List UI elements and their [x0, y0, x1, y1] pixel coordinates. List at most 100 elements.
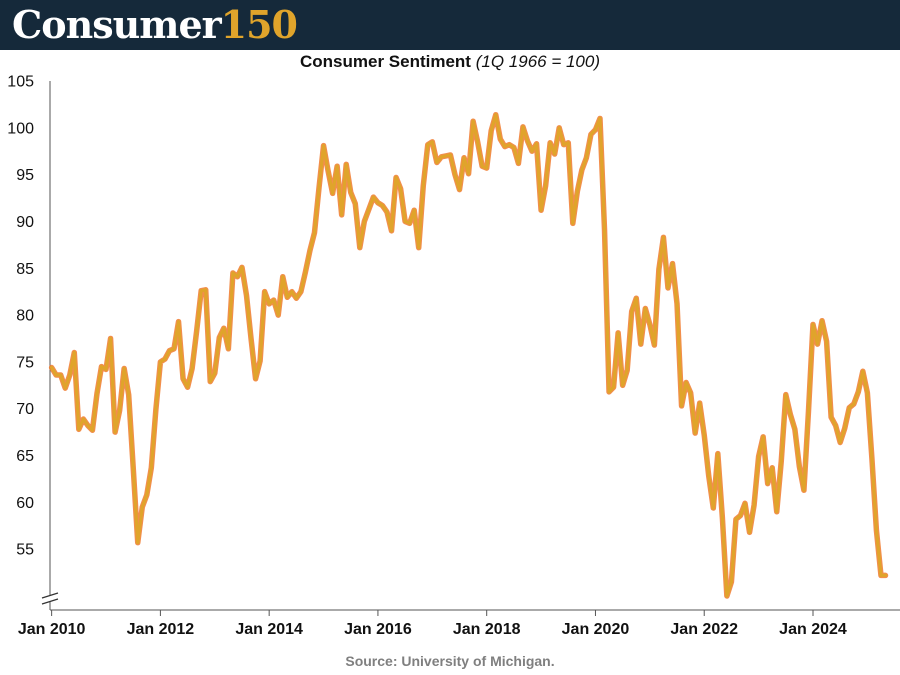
data-point — [213, 371, 217, 375]
data-point — [439, 155, 443, 159]
y-tick-label: 55 — [16, 542, 34, 559]
data-point — [331, 191, 335, 195]
data-point — [308, 249, 312, 252]
data-point — [313, 231, 316, 235]
data-point — [657, 267, 661, 271]
brand-logo: Consumer150 — [12, 2, 298, 48]
data-point — [281, 275, 285, 279]
data-point — [294, 296, 298, 300]
source-note: Source: University of Michigan. — [0, 653, 900, 669]
data-point — [652, 343, 656, 347]
x-tick-label: Jan 2014 — [235, 621, 303, 638]
data-point — [820, 319, 824, 323]
data-point — [571, 221, 575, 225]
data-point — [847, 406, 851, 410]
data-point — [204, 288, 208, 292]
data-point — [834, 424, 838, 427]
data-point — [603, 228, 606, 232]
data-point — [453, 173, 457, 177]
data-point — [870, 456, 874, 460]
data-point — [843, 426, 847, 430]
data-point — [797, 465, 801, 469]
data-point — [435, 161, 439, 164]
data-point — [145, 493, 149, 497]
data-point — [81, 417, 85, 421]
data-point — [779, 459, 783, 463]
data-point — [63, 386, 67, 390]
data-point — [562, 143, 566, 147]
data-point — [421, 184, 425, 188]
data-point — [517, 162, 520, 165]
data-point — [535, 142, 538, 146]
y-tick-label: 80 — [16, 308, 34, 325]
x-axis: Jan 2010 Jan 2012 Jan 2014 Jan 2016 Jan 2018… — [18, 609, 900, 638]
data-point — [793, 427, 797, 431]
y-tick-label: 105 — [7, 74, 34, 91]
data-point — [353, 202, 357, 206]
data-point — [557, 126, 561, 130]
series-line-glow — [48, 111, 889, 599]
data-point — [68, 373, 72, 377]
data-point — [621, 383, 625, 387]
chart-title-subtitle: (1Q 1966 = 100) — [475, 52, 600, 71]
data-point — [54, 373, 58, 377]
data-point — [408, 221, 412, 225]
data-point — [131, 466, 135, 470]
data-point — [734, 517, 738, 521]
data-point — [634, 296, 638, 300]
data-point — [217, 336, 221, 339]
data-point — [612, 385, 615, 389]
data-point — [399, 187, 402, 191]
data-point — [766, 482, 770, 486]
source-text: : University of Michigan. — [392, 653, 555, 669]
data-point — [381, 204, 384, 207]
y-tick-label: 100 — [7, 120, 34, 137]
data-point — [856, 390, 860, 394]
data-point — [317, 186, 321, 190]
data-point — [711, 506, 715, 510]
data-point — [249, 337, 253, 340]
x-tick-label: Jan 2010 — [18, 621, 86, 638]
y-tick-label: 85 — [16, 261, 34, 278]
data-point — [675, 302, 679, 306]
data-point — [299, 290, 303, 294]
data-point — [172, 347, 176, 351]
data-point — [625, 368, 629, 372]
source-label: Source — [345, 653, 393, 669]
data-point — [589, 132, 593, 136]
data-point — [267, 302, 271, 306]
data-point — [838, 441, 842, 444]
data-point — [362, 220, 366, 223]
data-point — [575, 190, 579, 193]
data-point — [163, 357, 167, 361]
data-point — [91, 428, 94, 432]
data-point — [426, 143, 430, 147]
data-point — [254, 377, 257, 381]
data-point — [671, 262, 674, 265]
data-point — [136, 541, 140, 545]
data-point — [159, 360, 162, 364]
data-point — [584, 156, 588, 160]
data-point — [177, 320, 180, 324]
data-point — [208, 380, 212, 383]
data-point — [775, 510, 779, 514]
data-point — [639, 342, 643, 346]
data-point — [630, 309, 634, 313]
data-point — [77, 427, 81, 431]
data-point — [86, 424, 90, 427]
x-tick-label: Jan 2012 — [127, 621, 195, 638]
y-tick-label: 75 — [16, 354, 34, 371]
data-point — [811, 323, 815, 326]
data-point — [272, 298, 276, 302]
data-point — [725, 594, 729, 598]
data-point — [480, 164, 484, 168]
data-point — [467, 172, 470, 176]
data-point — [340, 213, 344, 217]
y-tick-label: 60 — [16, 495, 34, 512]
data-point — [412, 208, 416, 212]
y-axis — [41, 81, 59, 610]
data-point — [530, 149, 534, 153]
data-point — [662, 235, 665, 239]
data-point — [761, 435, 765, 439]
